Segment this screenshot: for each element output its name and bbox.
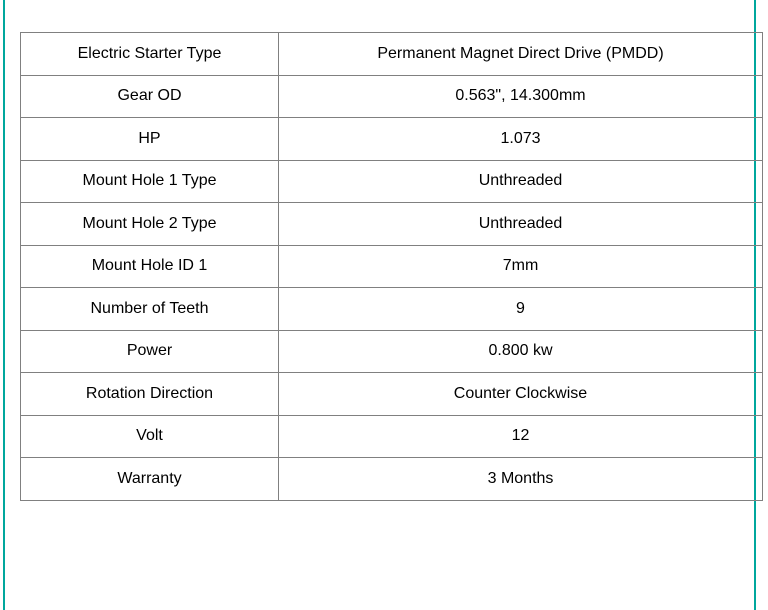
spec-label-cell: Number of Teeth bbox=[20, 287, 279, 331]
spec-label-cell: Mount Hole 2 Type bbox=[20, 202, 279, 246]
spec-value-cell: 9 bbox=[278, 287, 763, 331]
spec-label-cell: Warranty bbox=[20, 457, 279, 501]
table-row: Mount Hole 2 Type Unthreaded bbox=[20, 202, 763, 246]
spec-label-cell: Rotation Direction bbox=[20, 372, 279, 416]
spec-value-cell: 0.800 kw bbox=[278, 329, 763, 373]
spec-value-cell: 3 Months bbox=[278, 457, 763, 501]
spec-value-cell: Counter Clockwise bbox=[278, 372, 763, 416]
spec-value-cell: Permanent Magnet Direct Drive (PMDD) bbox=[278, 32, 763, 76]
table-row: Number of Teeth 9 bbox=[20, 287, 763, 331]
table-row: Warranty 3 Months bbox=[20, 457, 763, 501]
table-row: Electric Starter Type Permanent Magnet D… bbox=[20, 32, 763, 76]
spec-label-cell: Mount Hole 1 Type bbox=[20, 159, 279, 203]
spec-label-cell: HP bbox=[20, 117, 279, 161]
page-left-border-line bbox=[3, 0, 5, 610]
spec-label-cell: Electric Starter Type bbox=[20, 32, 279, 76]
table-row: Mount Hole ID 1 7mm bbox=[20, 244, 763, 288]
spec-label-cell: Gear OD bbox=[20, 74, 279, 118]
spec-label-cell: Power bbox=[20, 329, 279, 373]
spec-label-cell: Volt bbox=[20, 414, 279, 458]
spec-label-cell: Mount Hole ID 1 bbox=[20, 244, 279, 288]
table-row: Gear OD 0.563", 14.300mm bbox=[20, 74, 763, 118]
spec-value-cell: 7mm bbox=[278, 244, 763, 288]
spec-value-cell: Unthreaded bbox=[278, 159, 763, 203]
table-row: Mount Hole 1 Type Unthreaded bbox=[20, 159, 763, 203]
table-row: Power 0.800 kw bbox=[20, 329, 763, 373]
table-row: Volt 12 bbox=[20, 414, 763, 458]
table-row: HP 1.073 bbox=[20, 117, 763, 161]
spec-value-cell: Unthreaded bbox=[278, 202, 763, 246]
spec-value-cell: 1.073 bbox=[278, 117, 763, 161]
spec-value-cell: 12 bbox=[278, 414, 763, 458]
table-row: Rotation Direction Counter Clockwise bbox=[20, 372, 763, 416]
spec-table: Electric Starter Type Permanent Magnet D… bbox=[20, 32, 763, 501]
spec-value-cell: 0.563", 14.300mm bbox=[278, 74, 763, 118]
